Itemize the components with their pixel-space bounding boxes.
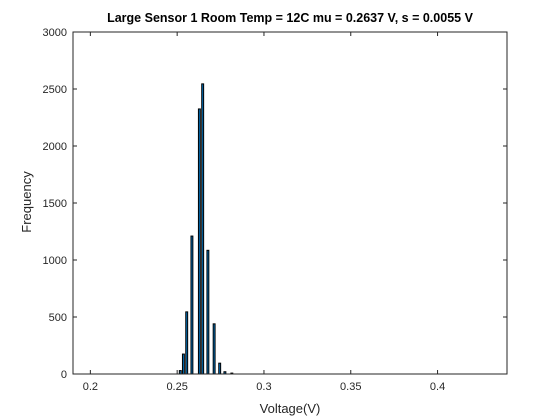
x-tick-label: 0.3 [256, 381, 271, 393]
chart-title: Large Sensor 1 Room Temp = 12C mu = 0.26… [107, 11, 473, 25]
histogram-bar [218, 362, 222, 375]
axes-box [72, 31, 508, 375]
histogram-bar [178, 370, 182, 375]
y-tick-label: 1500 [43, 198, 67, 210]
x-tick-label: 0.25 [166, 381, 187, 393]
x-tick-label: 0.2 [83, 381, 98, 393]
histogram-bar [190, 235, 194, 375]
y-tick-label: 500 [49, 312, 67, 324]
plot-area: 0.2 0.25 0.3 0.35 0.4 0 500 1000 1500 2000 2500 300… [43, 27, 508, 393]
histogram-bar [181, 353, 185, 375]
y-tick-label: 1000 [43, 255, 67, 267]
x-axis-label: Voltage(V) [260, 401, 321, 416]
x-tick-label: 0.35 [340, 381, 361, 393]
histogram-bar [185, 311, 189, 375]
y-tick-label: 2500 [43, 84, 67, 96]
histogram-bar [201, 83, 205, 375]
histogram-bar [206, 249, 210, 375]
y-tick-label: 2000 [43, 141, 67, 153]
y-tick-label: 0 [61, 369, 67, 381]
x-tick-label: 0.4 [430, 381, 445, 393]
y-tick-label: 3000 [43, 27, 67, 39]
histogram-bar [212, 323, 216, 375]
y-axis-label: Frequency [19, 171, 34, 233]
histogram-bar [197, 108, 201, 375]
